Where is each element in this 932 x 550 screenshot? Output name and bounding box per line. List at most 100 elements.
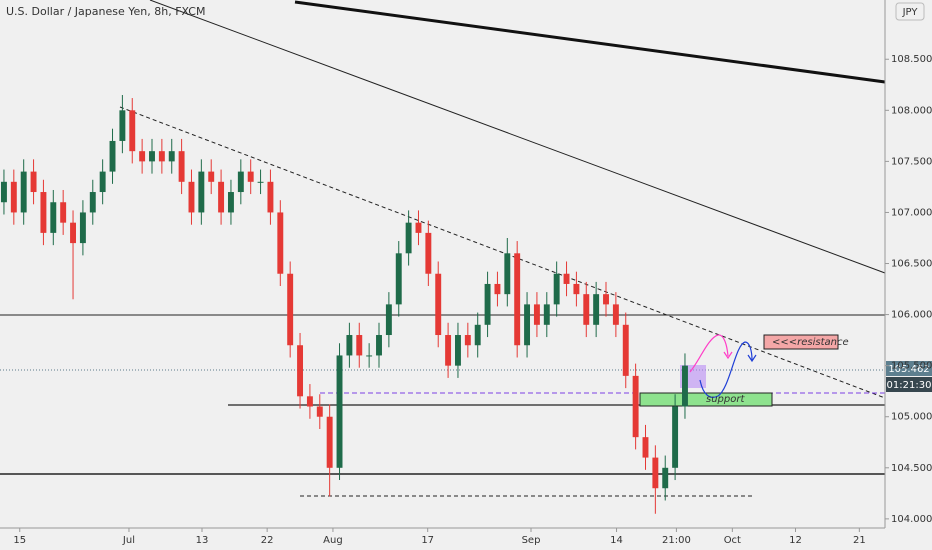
candle-body: [129, 110, 136, 152]
candle-body: [40, 192, 47, 233]
x-tick-label: Sep: [522, 535, 541, 546]
candle-body: [168, 151, 175, 162]
candle-body: [553, 273, 560, 305]
candle-body: [257, 181, 264, 183]
y-tick-label: 106.000: [891, 310, 932, 321]
x-tick-label: Jul: [122, 535, 135, 546]
candle-body: [543, 304, 550, 325]
last-price-label: 105.462: [888, 364, 929, 375]
candle-body: [119, 110, 126, 141]
candle-body: [346, 335, 353, 356]
y-tick-label: 107.000: [891, 207, 932, 218]
candle-body: [583, 294, 590, 325]
candle-body: [642, 437, 649, 458]
x-tick-label: 17: [421, 535, 434, 546]
candle-body: [464, 335, 471, 346]
candle-body: [149, 151, 155, 162]
candle-body: [60, 202, 67, 223]
candle-body: [504, 253, 511, 295]
candle-body: [425, 232, 432, 274]
x-tick-label: 13: [196, 535, 209, 546]
candle-body: [385, 304, 392, 336]
y-tick-label: 104.000: [891, 514, 932, 525]
y-tick-label: 104.500: [891, 463, 932, 474]
candle-body: [237, 171, 244, 193]
candle-body: [267, 181, 274, 213]
resistance-label: <<<resistance: [772, 337, 849, 348]
projection-curve: [699, 341, 753, 398]
candle-body: [376, 335, 382, 356]
trend-line-thick: [294, 0, 886, 84]
candle-body: [306, 396, 313, 407]
candle-body: [445, 335, 452, 366]
candles: [0, 94, 688, 514]
arrow-head: [747, 354, 757, 363]
candle-body: [336, 355, 343, 468]
x-tick-label: Aug: [323, 535, 343, 546]
candle-body: [188, 181, 195, 213]
last-price-tag: [886, 361, 932, 376]
candle-body: [20, 171, 27, 213]
candle-body: [603, 294, 609, 305]
x-tick-label: 15: [13, 535, 26, 546]
candle-body: [593, 294, 600, 325]
candle-body: [494, 283, 501, 295]
currency-label[interactable]: JPY: [902, 7, 919, 18]
currency-box[interactable]: [895, 2, 925, 21]
support-label: support: [706, 394, 745, 405]
candle-body: [89, 192, 96, 213]
candle-body: [672, 406, 679, 468]
candle-body: [366, 355, 373, 357]
countdown-tag: [886, 377, 932, 392]
candle-body: [218, 181, 225, 213]
resistance-box: [763, 334, 839, 350]
candle-body: [415, 222, 422, 233]
candle-body: [533, 304, 540, 325]
candle-body: [109, 140, 116, 172]
candle-body: [50, 202, 57, 233]
x-tick-label: 21: [853, 535, 866, 546]
candle-body: [662, 467, 669, 489]
candle-body: [514, 253, 521, 346]
trend-line: [149, 0, 886, 274]
candle-body: [573, 283, 580, 295]
candle-body: [208, 171, 215, 182]
candle-body: [10, 181, 17, 213]
arrow-head: [723, 351, 733, 360]
candle-body: [524, 304, 531, 346]
candle-body: [99, 171, 106, 193]
countdown-label: 01:21:30: [887, 380, 932, 391]
candle-body: [395, 253, 402, 305]
candle-body: [563, 273, 570, 284]
candle-body: [227, 192, 234, 213]
y-tick-label: 107.500: [891, 156, 932, 167]
candle-body: [139, 151, 146, 162]
x-tick-label: Oct: [724, 535, 741, 546]
y-tick-label: 105.500: [891, 361, 932, 372]
x-tick-label: 14: [610, 535, 623, 546]
candle-body: [247, 171, 254, 182]
candle-body: [70, 222, 76, 244]
candle-body: [455, 335, 461, 366]
candle-body: [405, 222, 412, 254]
candle-body: [484, 283, 491, 325]
candle-body: [0, 181, 7, 203]
candle-body: [612, 304, 619, 325]
x-tick-label: 12: [789, 535, 802, 546]
candle-body: [297, 345, 304, 397]
candle-body: [474, 324, 481, 346]
y-tick-label: 105.000: [891, 412, 932, 423]
y-tick-label: 106.500: [891, 259, 932, 270]
chart-title: U.S. Dollar / Japanese Yen, 8h, FXCM: [6, 5, 205, 18]
support-zone: [639, 392, 773, 407]
y-tick-label: 108.000: [891, 105, 932, 116]
candle-body: [158, 151, 165, 162]
candle-body: [356, 335, 363, 356]
x-tick-label: 21:00: [662, 535, 691, 546]
candle-body: [287, 273, 294, 346]
candle-body: [652, 457, 659, 489]
candle-body: [435, 273, 442, 336]
